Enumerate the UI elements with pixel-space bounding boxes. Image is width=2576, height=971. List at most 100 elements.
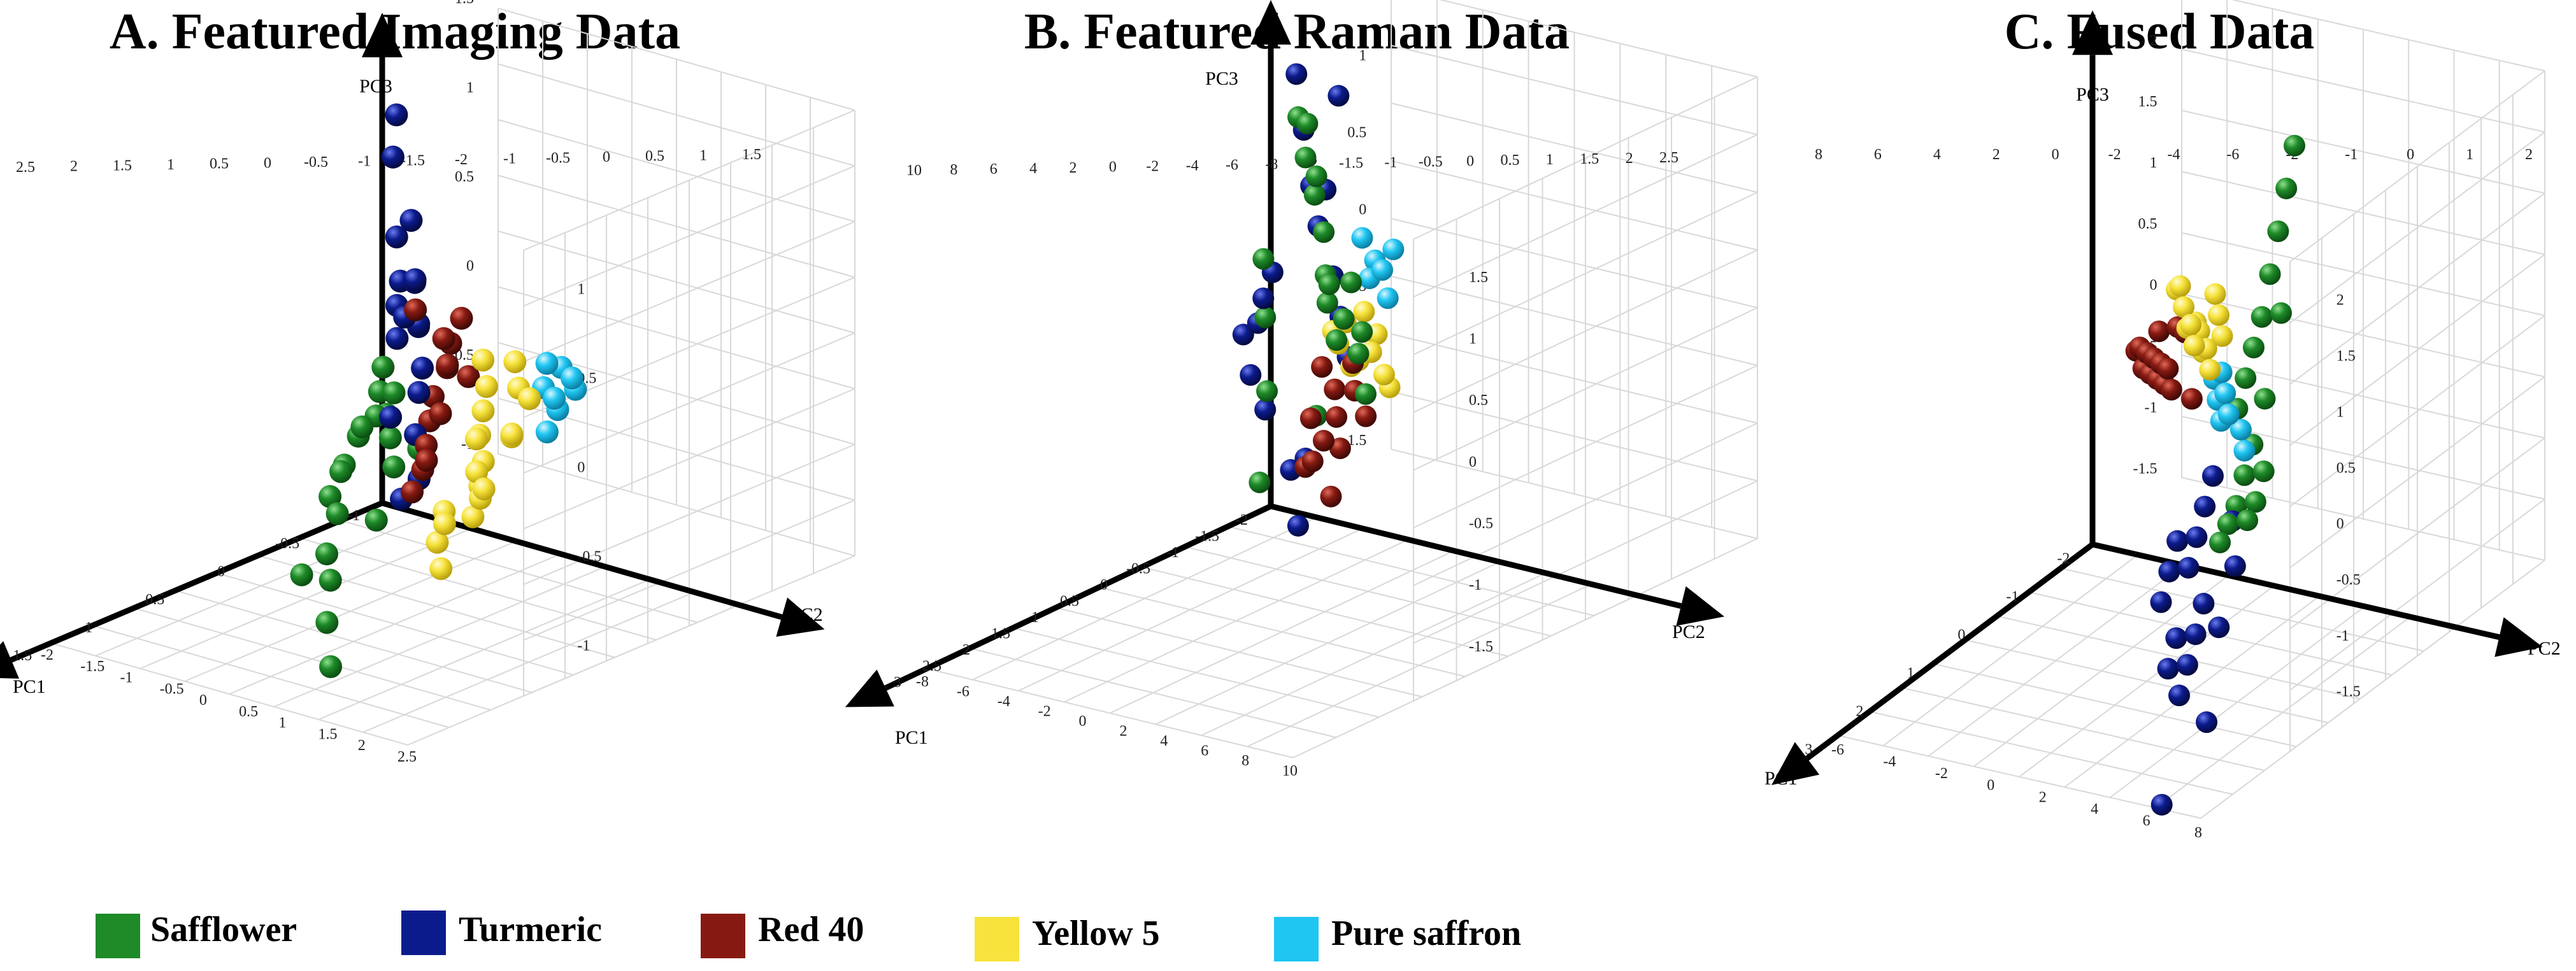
data-point-yellow5 bbox=[2183, 334, 2205, 357]
grid-line bbox=[1391, 218, 1758, 309]
grid-line bbox=[50, 642, 408, 746]
back-wall-tick-label: -4 bbox=[1186, 158, 1199, 174]
data-point-safflower bbox=[1326, 329, 1348, 351]
grid-line bbox=[2181, 232, 2545, 316]
data-point-yellow5 bbox=[2204, 283, 2226, 305]
pc3-tick-label: 1 bbox=[2150, 155, 2157, 171]
legend-item-saffron: Pure saffron bbox=[1274, 914, 1521, 961]
pc1-tick-label: 2 bbox=[1856, 704, 1863, 720]
data-point-yellow5 bbox=[426, 530, 449, 554]
pc1-tick-label: 1 bbox=[1031, 609, 1039, 626]
back-wall-tick-label: -1.5 bbox=[401, 152, 425, 169]
data-point-safflower bbox=[1249, 471, 1271, 493]
data-point-saffron bbox=[543, 386, 566, 410]
data-point-turmeric bbox=[2194, 495, 2216, 518]
right-wall-tick-label: 2 bbox=[2336, 292, 2344, 309]
data-point-red40 bbox=[2160, 378, 2182, 400]
data-point-turmeric bbox=[2150, 793, 2173, 816]
panel-c-axes bbox=[1771, 10, 2543, 785]
data-point-yellow5 bbox=[503, 350, 527, 374]
right-wall-tick-label: -0.5 bbox=[577, 548, 601, 565]
grid-line bbox=[1155, 561, 1500, 725]
back-wall-tick-label: 2.5 bbox=[16, 159, 35, 176]
pc2-tick-label: -6 bbox=[957, 683, 970, 700]
panel-a-pc1-axis bbox=[10, 500, 383, 663]
data-point-saffron bbox=[2233, 439, 2256, 462]
grid-line bbox=[133, 607, 491, 711]
data-point-red40 bbox=[1311, 356, 1333, 378]
data-point-safflower bbox=[364, 508, 388, 532]
data-point-safflower bbox=[315, 542, 338, 565]
data-point-saffron bbox=[2229, 418, 2252, 441]
grid-line bbox=[1110, 550, 1454, 714]
pc1-tick-label: 3 bbox=[894, 674, 901, 691]
grid-line bbox=[970, 648, 1336, 739]
data-point-yellow5 bbox=[1353, 301, 1375, 323]
data-point-red40 bbox=[401, 480, 424, 504]
panel-b-pc2-axis bbox=[1270, 503, 1682, 609]
grid-line bbox=[1837, 735, 2201, 819]
panel-a-points bbox=[290, 103, 587, 678]
pc2-tick-label: 0.5 bbox=[239, 704, 258, 720]
pc2-tick-label: 8 bbox=[2194, 825, 2202, 841]
data-point-safflower bbox=[378, 426, 402, 450]
right-wall-tick-label: 1.5 bbox=[2336, 348, 2356, 365]
data-point-yellow5 bbox=[465, 460, 489, 484]
data-point-safflower bbox=[2275, 177, 2298, 199]
back-wall-tick-label: -8 bbox=[1265, 157, 1278, 173]
pc3-tick-label: 0.5 bbox=[2138, 216, 2157, 232]
grid-line bbox=[2289, 253, 2545, 446]
data-point-safflower bbox=[1351, 321, 1373, 343]
back-wall-tick-label: 2 bbox=[2525, 146, 2533, 163]
data-point-turmeric bbox=[1240, 364, 1262, 386]
panel-b-axes bbox=[845, 0, 1725, 707]
legend-item-yellow5: Yellow 5 bbox=[975, 914, 1160, 961]
data-point-saffron bbox=[1371, 259, 1394, 281]
back-wall-tick-label: -0.5 bbox=[304, 154, 328, 171]
data-point-saffron bbox=[2217, 403, 2240, 425]
data-point-turmeric bbox=[2196, 711, 2218, 734]
back-wall-tick-label: 6 bbox=[1874, 146, 1882, 163]
back-wall-tick-label: -1 bbox=[2345, 146, 2358, 163]
back-wall-tick-label: 1.5 bbox=[113, 157, 132, 174]
data-point-red40 bbox=[1329, 437, 1351, 460]
data-point-safflower bbox=[1318, 273, 1340, 295]
right-wall-tick-label: -0.5 bbox=[1469, 516, 1493, 532]
back-wall-tick-label: 4 bbox=[1933, 146, 1941, 163]
data-point-safflower bbox=[290, 563, 313, 586]
pc1-tick-label: 3 bbox=[1805, 742, 1812, 758]
data-point-turmeric bbox=[2158, 560, 2180, 583]
data-point-safflower bbox=[318, 569, 342, 592]
pc3-tick-label: 1.5 bbox=[2138, 94, 2157, 110]
right-wall-tick-label: -0.5 bbox=[2336, 572, 2361, 588]
data-point-saffron bbox=[1382, 238, 1405, 260]
pc1-tick-label: -1 bbox=[347, 507, 360, 524]
grid-line bbox=[497, 8, 855, 111]
data-point-saffron bbox=[535, 351, 559, 375]
pc1-tick-label: 1.5 bbox=[991, 625, 1010, 642]
panel-b-pc3-axis-arrow bbox=[1250, 0, 1291, 45]
data-point-yellow5 bbox=[500, 422, 524, 446]
back-wall-tick-label: -2 bbox=[1146, 159, 1159, 175]
back-wall-tick-label: 0 bbox=[603, 149, 610, 166]
pc1-tick-label: -0.5 bbox=[275, 535, 299, 552]
data-point-safflower bbox=[329, 460, 353, 483]
back-wall-tick-label: -6 bbox=[1226, 157, 1238, 174]
data-point-turmeric bbox=[2166, 530, 2189, 552]
back-wall-tick-label: 1 bbox=[1546, 152, 1554, 168]
legend-item-turmeric: Turmeric bbox=[401, 910, 602, 955]
pc1-tick-label: 1 bbox=[85, 620, 92, 636]
data-point-safflower bbox=[2235, 367, 2257, 389]
data-point-turmeric bbox=[1285, 63, 1308, 85]
grid-line bbox=[2155, 616, 2411, 809]
data-point-safflower bbox=[1333, 308, 1355, 330]
data-point-saffron bbox=[535, 420, 559, 444]
grid-line bbox=[2289, 70, 2545, 263]
pc2-tick-label: 8 bbox=[1241, 753, 1249, 769]
grid-line bbox=[318, 579, 650, 720]
grid-line bbox=[92, 625, 450, 728]
panel-c-pc1-label: PC1 bbox=[1764, 768, 1798, 789]
data-point-yellow5 bbox=[429, 557, 453, 581]
data-point-yellow5 bbox=[471, 399, 495, 423]
data-point-red40 bbox=[457, 365, 480, 388]
